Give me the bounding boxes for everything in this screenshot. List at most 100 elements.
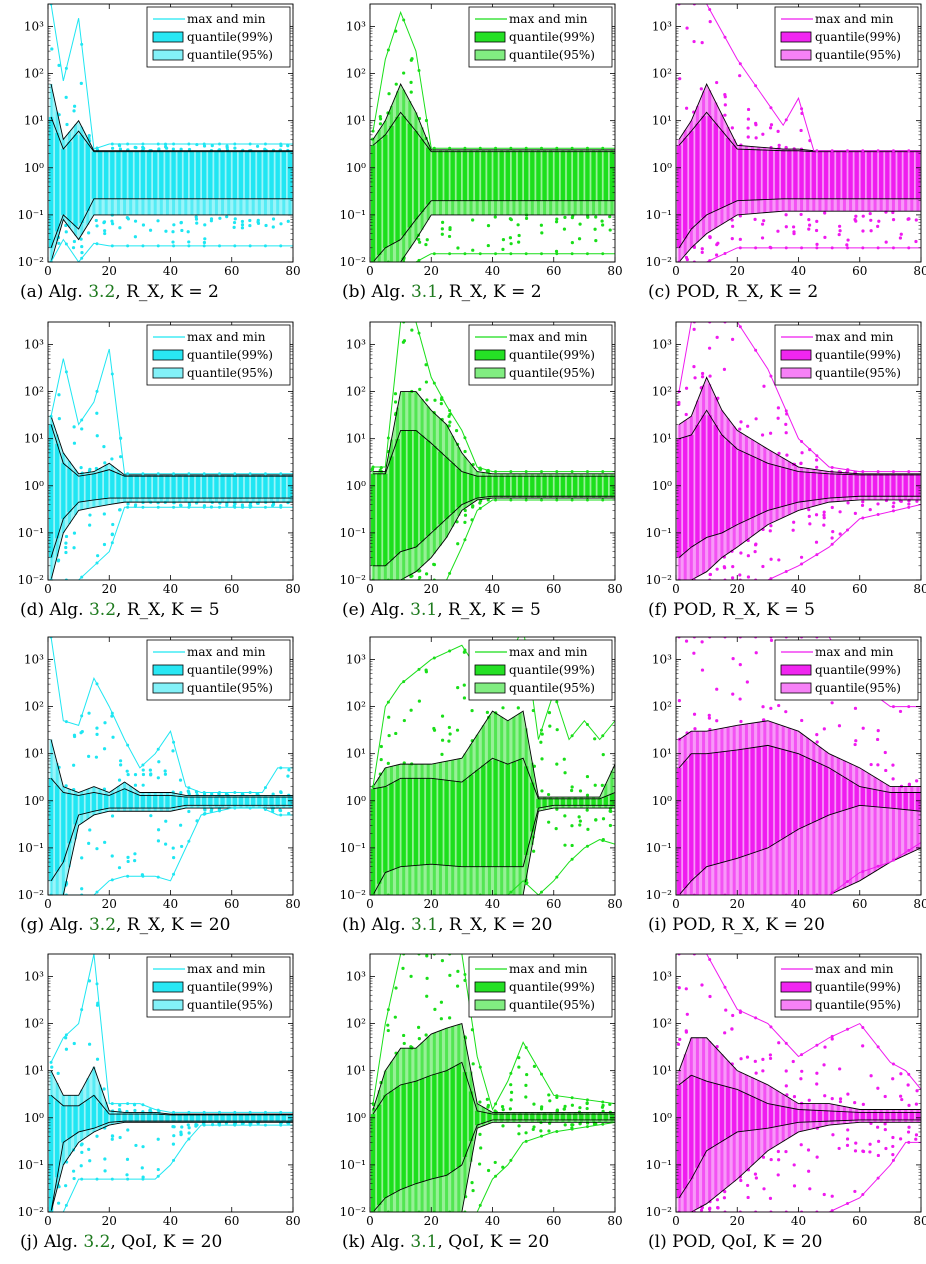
max-min-marker [80,418,84,422]
max-min-marker [371,465,375,469]
line-q95-lower [372,804,615,895]
max-min-marker [601,839,605,843]
outlier-point [883,1127,887,1132]
outlier-point [232,501,237,505]
outlier-point [386,1028,390,1033]
outlier-point [830,1097,834,1101]
box-quantile-99 [457,149,461,215]
max-min-marker [555,252,559,256]
outlier-point [845,1137,850,1141]
max-min-marker [248,472,252,476]
outlier-point [125,215,129,220]
outlier-point [799,1143,803,1147]
outlier-point [95,726,99,730]
outlier-point [815,458,819,462]
outlier-point [716,241,720,245]
outlier-point [731,565,735,569]
outlier-point [762,384,766,388]
box-quantile-99 [414,1048,418,1212]
max-min-marker [876,149,880,153]
outlier-point [508,217,512,221]
box-quantile-99 [172,474,176,503]
max-min-marker [907,1140,911,1144]
legend-label: max and min [815,645,894,659]
max-min-marker [907,505,911,509]
outlier-point [593,227,597,231]
outlier-point [692,365,696,369]
outlier-point [187,1126,191,1130]
box-quantile-99 [714,102,718,229]
outlier-point [180,1125,184,1129]
outlier-point [64,223,68,228]
outlier-point [562,227,567,231]
outlier-point [784,225,788,229]
outlier-point [570,785,574,789]
outlier-point [678,1037,682,1041]
outlier-point [448,420,452,424]
outlier-point [907,217,911,221]
outlier-point [769,431,773,435]
outlier-point [861,1044,865,1048]
outlier-point [792,232,796,236]
outlier-point [830,701,834,705]
box-quantile-99 [585,797,589,809]
box-quantile-99 [221,795,225,809]
outlier-point [784,422,788,427]
box-quantile-99 [744,146,748,215]
box-quantile-99 [720,1054,724,1192]
max-min-marker [708,958,712,962]
outlier-point [891,1153,895,1157]
legend-label: quantile(95%) [815,681,901,695]
box-quantile-99 [208,150,212,215]
box-quantile-99 [141,474,145,503]
box-quantile-99 [110,150,114,215]
max-min-marker [846,1201,849,1205]
outlier-point [838,510,842,514]
line-q99-upper [50,739,293,796]
outlier-point [180,844,184,849]
outlier-point [134,1143,138,1148]
box-quantile-99 [781,149,785,212]
outlier-point [509,1090,514,1094]
box-quantile-99 [214,474,218,503]
box-quantile-99 [276,795,280,809]
outlier-point [156,828,161,832]
outlier-point [508,236,512,240]
outlier-point [784,1084,788,1088]
box-quantile-99 [818,150,822,212]
outlier-point [516,223,520,227]
box-quantile-99 [153,474,157,503]
box-quantile-99 [463,753,467,895]
outlier-point [739,420,743,424]
line-q95-upper [373,429,615,477]
legend-label: max and min [815,962,894,976]
max-min-marker [769,106,773,110]
line-q95-lower [678,198,921,249]
outlier-point [853,742,857,747]
max-min-marker [585,1098,589,1102]
box-quantile-99 [214,150,218,215]
outlier-point [110,533,114,537]
max-min-marker [110,372,114,376]
outlier-point [263,147,267,151]
outlier-point [738,573,742,577]
box-quantile-99 [677,139,681,262]
box-quantile-99 [251,795,255,809]
outlier-point [838,1100,843,1104]
panel-caption: (a) Alg. 3.2, R_X, K = 2 [20,282,219,302]
y-tick-label: 10² [346,385,366,399]
outlier-point [425,238,429,242]
max-min-marker [110,142,114,146]
outlier-point [854,219,858,223]
outlier-point [210,144,214,148]
box-quantile-99 [494,473,498,499]
box-quantile-99 [432,149,436,215]
box-quantile-99 [86,788,90,820]
outlier-point [448,732,452,736]
outlier-point [585,793,590,797]
outlier-point [876,729,880,733]
x-tick-label: 80 [607,264,622,278]
box-quantile-99 [732,426,736,550]
box-quantile-99 [221,150,225,215]
